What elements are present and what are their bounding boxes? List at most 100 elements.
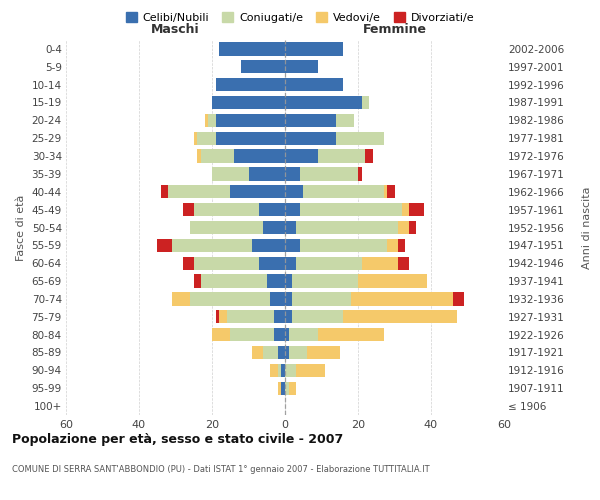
Bar [285, 310, 292, 324]
Bar [285, 78, 343, 92]
Bar [281, 382, 285, 395]
Bar [215, 114, 285, 127]
Bar [285, 203, 299, 216]
Bar [271, 292, 285, 306]
Bar [453, 292, 464, 306]
Bar [183, 256, 194, 270]
Bar [398, 238, 406, 252]
Bar [285, 185, 303, 198]
Bar [194, 132, 197, 145]
Bar [205, 114, 208, 127]
Bar [318, 328, 383, 342]
Bar [285, 42, 343, 56]
Bar [172, 238, 252, 252]
Bar [274, 310, 285, 324]
Bar [285, 238, 299, 252]
Bar [289, 382, 296, 395]
Bar [267, 274, 285, 288]
Bar [285, 221, 296, 234]
Bar [383, 185, 387, 198]
Bar [285, 274, 292, 288]
Bar [285, 114, 336, 127]
Text: Femmine: Femmine [362, 24, 427, 36]
Bar [285, 328, 289, 342]
Bar [387, 185, 395, 198]
Bar [307, 346, 340, 359]
Bar [358, 167, 362, 180]
Bar [292, 292, 351, 306]
Bar [278, 364, 281, 377]
Bar [299, 167, 358, 180]
Bar [299, 238, 387, 252]
Bar [285, 96, 362, 109]
Bar [285, 60, 318, 74]
Bar [252, 238, 285, 252]
Bar [296, 221, 398, 234]
Bar [157, 238, 172, 252]
Bar [336, 114, 355, 127]
Bar [197, 150, 201, 163]
Bar [296, 256, 362, 270]
Bar [299, 203, 402, 216]
Bar [296, 364, 325, 377]
Bar [271, 364, 278, 377]
Bar [220, 42, 285, 56]
Bar [227, 310, 274, 324]
Bar [212, 96, 285, 109]
Bar [201, 274, 267, 288]
Bar [208, 114, 215, 127]
Bar [289, 346, 307, 359]
Bar [402, 203, 409, 216]
Bar [289, 328, 318, 342]
Bar [285, 346, 289, 359]
Bar [194, 256, 259, 270]
Bar [220, 310, 227, 324]
Bar [194, 274, 201, 288]
Bar [365, 150, 373, 163]
Bar [318, 150, 365, 163]
Bar [263, 346, 278, 359]
Bar [212, 167, 248, 180]
Y-axis label: Fasce di età: Fasce di età [16, 194, 26, 260]
Bar [234, 150, 285, 163]
Bar [281, 364, 285, 377]
Bar [278, 346, 285, 359]
Legend: Celibi/Nubili, Coniugati/e, Vedovi/e, Divorziati/e: Celibi/Nubili, Coniugati/e, Vedovi/e, Di… [121, 8, 479, 28]
Bar [252, 346, 263, 359]
Bar [358, 274, 427, 288]
Text: Popolazione per età, sesso e stato civile - 2007: Popolazione per età, sesso e stato civil… [12, 432, 343, 446]
Bar [212, 328, 230, 342]
Bar [215, 132, 285, 145]
Bar [201, 150, 234, 163]
Bar [292, 274, 358, 288]
Bar [285, 292, 292, 306]
Bar [215, 78, 285, 92]
Bar [168, 185, 230, 198]
Bar [215, 310, 220, 324]
Bar [285, 167, 299, 180]
Bar [190, 292, 271, 306]
Bar [398, 256, 409, 270]
Bar [285, 364, 296, 377]
Bar [285, 382, 289, 395]
Bar [303, 185, 383, 198]
Bar [285, 256, 296, 270]
Bar [172, 292, 190, 306]
Bar [350, 292, 453, 306]
Bar [161, 185, 168, 198]
Bar [292, 310, 343, 324]
Bar [336, 132, 383, 145]
Bar [259, 256, 285, 270]
Bar [362, 96, 369, 109]
Bar [362, 256, 398, 270]
Text: COMUNE DI SERRA SANT'ABBONDIO (PU) - Dati ISTAT 1° gennaio 2007 - Elaborazione T: COMUNE DI SERRA SANT'ABBONDIO (PU) - Dat… [12, 466, 430, 474]
Text: Maschi: Maschi [151, 24, 200, 36]
Bar [285, 132, 336, 145]
Bar [343, 310, 457, 324]
Bar [183, 203, 194, 216]
Bar [387, 238, 398, 252]
Bar [190, 221, 263, 234]
Bar [230, 328, 274, 342]
Bar [230, 185, 285, 198]
Bar [197, 132, 215, 145]
